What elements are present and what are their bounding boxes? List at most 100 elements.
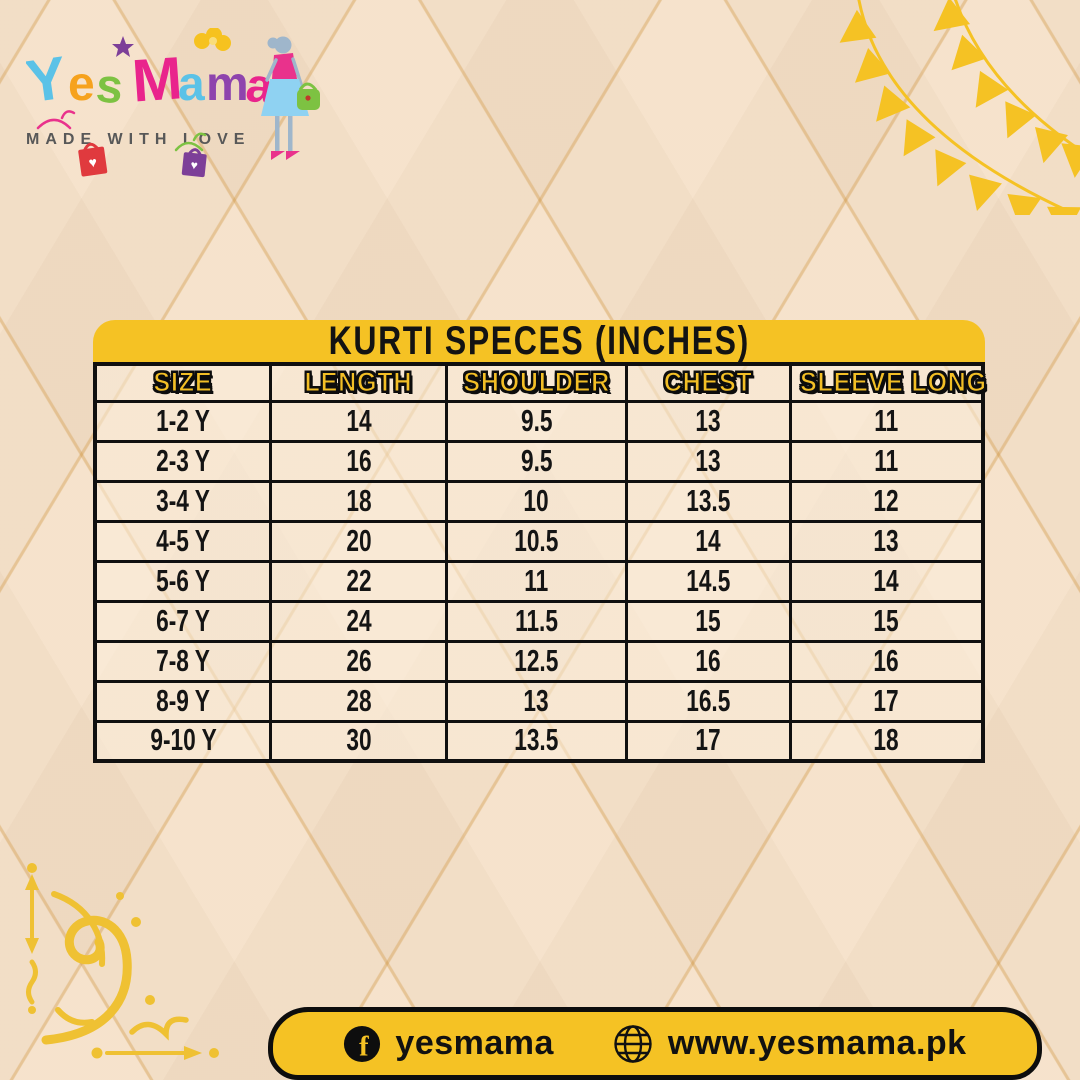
column-header-label: CHEST	[663, 367, 753, 398]
table-row: 2-3 Y 16 9.5 13 11	[93, 439, 985, 483]
shopping-lady-illustration	[261, 36, 320, 160]
table-cell: 12	[788, 479, 985, 523]
table-cell: 9-10 Y	[93, 719, 273, 763]
cell-value: 9.5	[520, 443, 553, 478]
table-cell: 13.5	[624, 479, 792, 523]
table-cell: 10	[445, 479, 628, 523]
column-header-label: LENGTH	[304, 367, 413, 398]
table-cell: 30	[269, 719, 449, 763]
cell-value: 15	[873, 603, 900, 638]
table-cell: 15	[624, 599, 792, 643]
brand-logo: Y e s M a m a MADE WITH LOVE ♥ ♥	[26, 28, 320, 178]
globe-icon	[614, 1024, 652, 1063]
table-cell: 6-7 Y	[93, 599, 273, 643]
column-header-sleeve-long: SLEEVE LONG	[788, 362, 986, 403]
hanger-icon	[36, 110, 76, 130]
table-cell: 18	[788, 719, 985, 763]
table-cell: 17	[788, 679, 985, 723]
table-cell: 13.5	[445, 719, 628, 763]
size-table: SIZE LENGTH SHOULDER CHEST SLEEVE LONG 1…	[93, 362, 986, 763]
footer-bar: f yesmama www.yesmama.pk	[268, 1007, 1042, 1080]
table-cell: 16.5	[624, 679, 792, 723]
cell-value: 11.5	[514, 603, 558, 638]
cell-value: 16	[695, 643, 721, 678]
table-header-row: SIZE LENGTH SHOULDER CHEST SLEEVE LONG	[93, 362, 986, 403]
table-cell: 16	[269, 439, 449, 483]
table-cell: 16	[624, 639, 792, 683]
table-cell: 13	[445, 679, 628, 723]
column-header-length: LENGTH	[269, 362, 449, 403]
svg-text:f: f	[360, 1031, 370, 1062]
table-cell: 26	[269, 639, 449, 683]
cell-value: 6-7 Y	[156, 603, 211, 638]
cell-value: 8-9 Y	[156, 683, 211, 718]
cell-value: 18	[873, 723, 900, 757]
cell-value: 13	[695, 403, 721, 438]
cell-value: 7-8 Y	[156, 643, 211, 678]
bunting-string	[839, 0, 1080, 215]
table-cell: 28	[269, 679, 449, 723]
table-row: 5-6 Y 22 11 14.5 14	[93, 559, 985, 603]
logo-tagline: MADE WITH LOVE	[26, 131, 250, 148]
table-cell: 9.5	[445, 399, 628, 443]
logo-letter: M	[130, 44, 185, 114]
cell-value: 28	[346, 683, 372, 718]
table-row: 9-10 Y 30 13.5 17 18	[93, 719, 985, 763]
cell-value: 9.5	[520, 403, 553, 438]
logo-letter: s	[94, 59, 125, 114]
table-cell: 13	[624, 439, 792, 483]
table-cell: 11	[788, 439, 985, 483]
facebook-handle: yesmama	[395, 1024, 554, 1062]
table-cell: 14.5	[624, 559, 792, 603]
table-cell: 18	[269, 479, 449, 523]
logo-letter: a	[178, 58, 205, 111]
cell-value: 10.5	[514, 523, 559, 558]
table-cell: 13	[624, 399, 792, 443]
cell-value: 2-3 Y	[156, 443, 211, 478]
table-cell: 8-9 Y	[93, 679, 273, 723]
table-cell: 9.5	[445, 439, 628, 483]
size-chart: KURTI SPECES (INCHES) SIZE LENGTH SHOULD…	[93, 319, 986, 763]
cell-value: 11	[874, 403, 899, 438]
table-cell: 16	[788, 639, 985, 683]
table-cell: 20	[269, 519, 449, 563]
cell-value: 3-4 Y	[156, 483, 211, 518]
facebook-icon: f	[344, 1025, 381, 1062]
table-row: 1-2 Y 14 9.5 13 11	[93, 399, 985, 443]
svg-text:♥: ♥	[190, 158, 199, 173]
table-cell: 14	[788, 559, 985, 603]
website-url: www.yesmama.pk	[667, 1024, 967, 1062]
cell-value: 1-2 Y	[156, 403, 211, 438]
cell-value: 14	[346, 403, 372, 438]
cell-value: 15	[695, 603, 721, 638]
table-cell: 17	[624, 719, 792, 763]
column-header-label: SLEEVE LONG	[799, 367, 987, 398]
logo-letter: m	[206, 58, 249, 111]
table-cell: 24	[269, 599, 449, 643]
column-header-shoulder: SHOULDER	[445, 362, 628, 403]
cell-value: 20	[346, 523, 372, 558]
cell-value: 14	[695, 523, 721, 558]
table-cell: 2-3 Y	[93, 439, 273, 483]
table-cell: 11	[788, 399, 985, 443]
flower-icon	[194, 28, 231, 51]
table-cell: 7-8 Y	[93, 639, 273, 683]
shopping-bag-icon: ♥	[181, 148, 207, 178]
shopping-bag-icon: ♥	[78, 142, 108, 177]
table-row: 7-8 Y 26 12.5 16 16	[93, 639, 985, 683]
table-cell: 14	[269, 399, 449, 443]
cell-value: 11	[874, 443, 899, 478]
table-row: 3-4 Y 18 10 13.5 12	[93, 479, 985, 523]
cell-value: 16.5	[686, 683, 731, 718]
chart-title-bar: KURTI SPECES (INCHES)	[93, 319, 985, 363]
table-row: 8-9 Y 28 13 16.5 17	[93, 679, 985, 723]
table-cell: 15	[788, 599, 985, 643]
cell-value: 4-5 Y	[156, 523, 211, 558]
table-cell: 13	[788, 519, 985, 563]
bunting-string	[933, 0, 1080, 178]
cell-value: 30	[346, 723, 372, 757]
table-cell: 10.5	[445, 519, 628, 563]
cell-value: 12	[873, 483, 900, 518]
cell-value: 13.5	[514, 723, 559, 757]
